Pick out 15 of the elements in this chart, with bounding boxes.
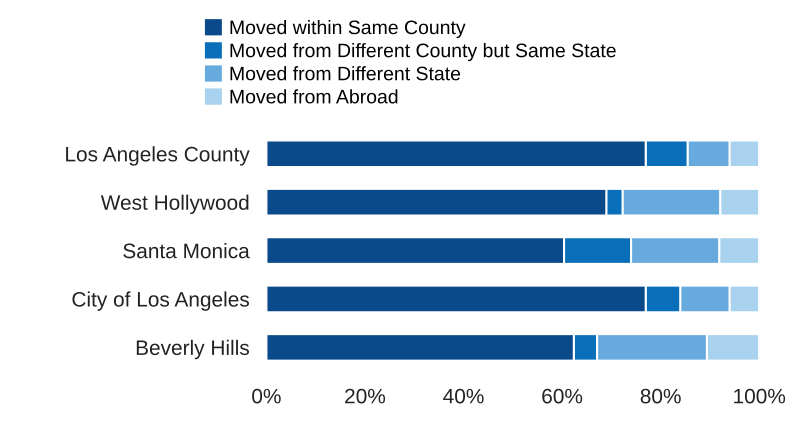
x-tick-label: 40% — [443, 388, 484, 404]
y-tick-label: City of Los Angeles — [72, 291, 249, 311]
x-tick-label: 20% — [345, 388, 386, 404]
x-tick-label: 80% — [640, 388, 681, 404]
x-tick-label: 60% — [542, 388, 582, 404]
y-tick-label: Los Angeles County — [66, 146, 250, 166]
y-tick-label: West Hollywood — [100, 194, 248, 214]
x-tick-label: 100% — [734, 388, 786, 404]
y-tick-label: Santa Monica — [123, 243, 250, 258]
legend-label: Moved from Different County but Same State — [230, 43, 616, 62]
y-tick-label: Beverly Hills — [136, 340, 249, 360]
legend-label: Moved within Same County — [230, 20, 466, 38]
legend-label: Moved from Abroad — [230, 89, 398, 104]
x-tick-label: 0% — [252, 388, 281, 404]
legend-label: Moved from Different State — [230, 66, 460, 80]
